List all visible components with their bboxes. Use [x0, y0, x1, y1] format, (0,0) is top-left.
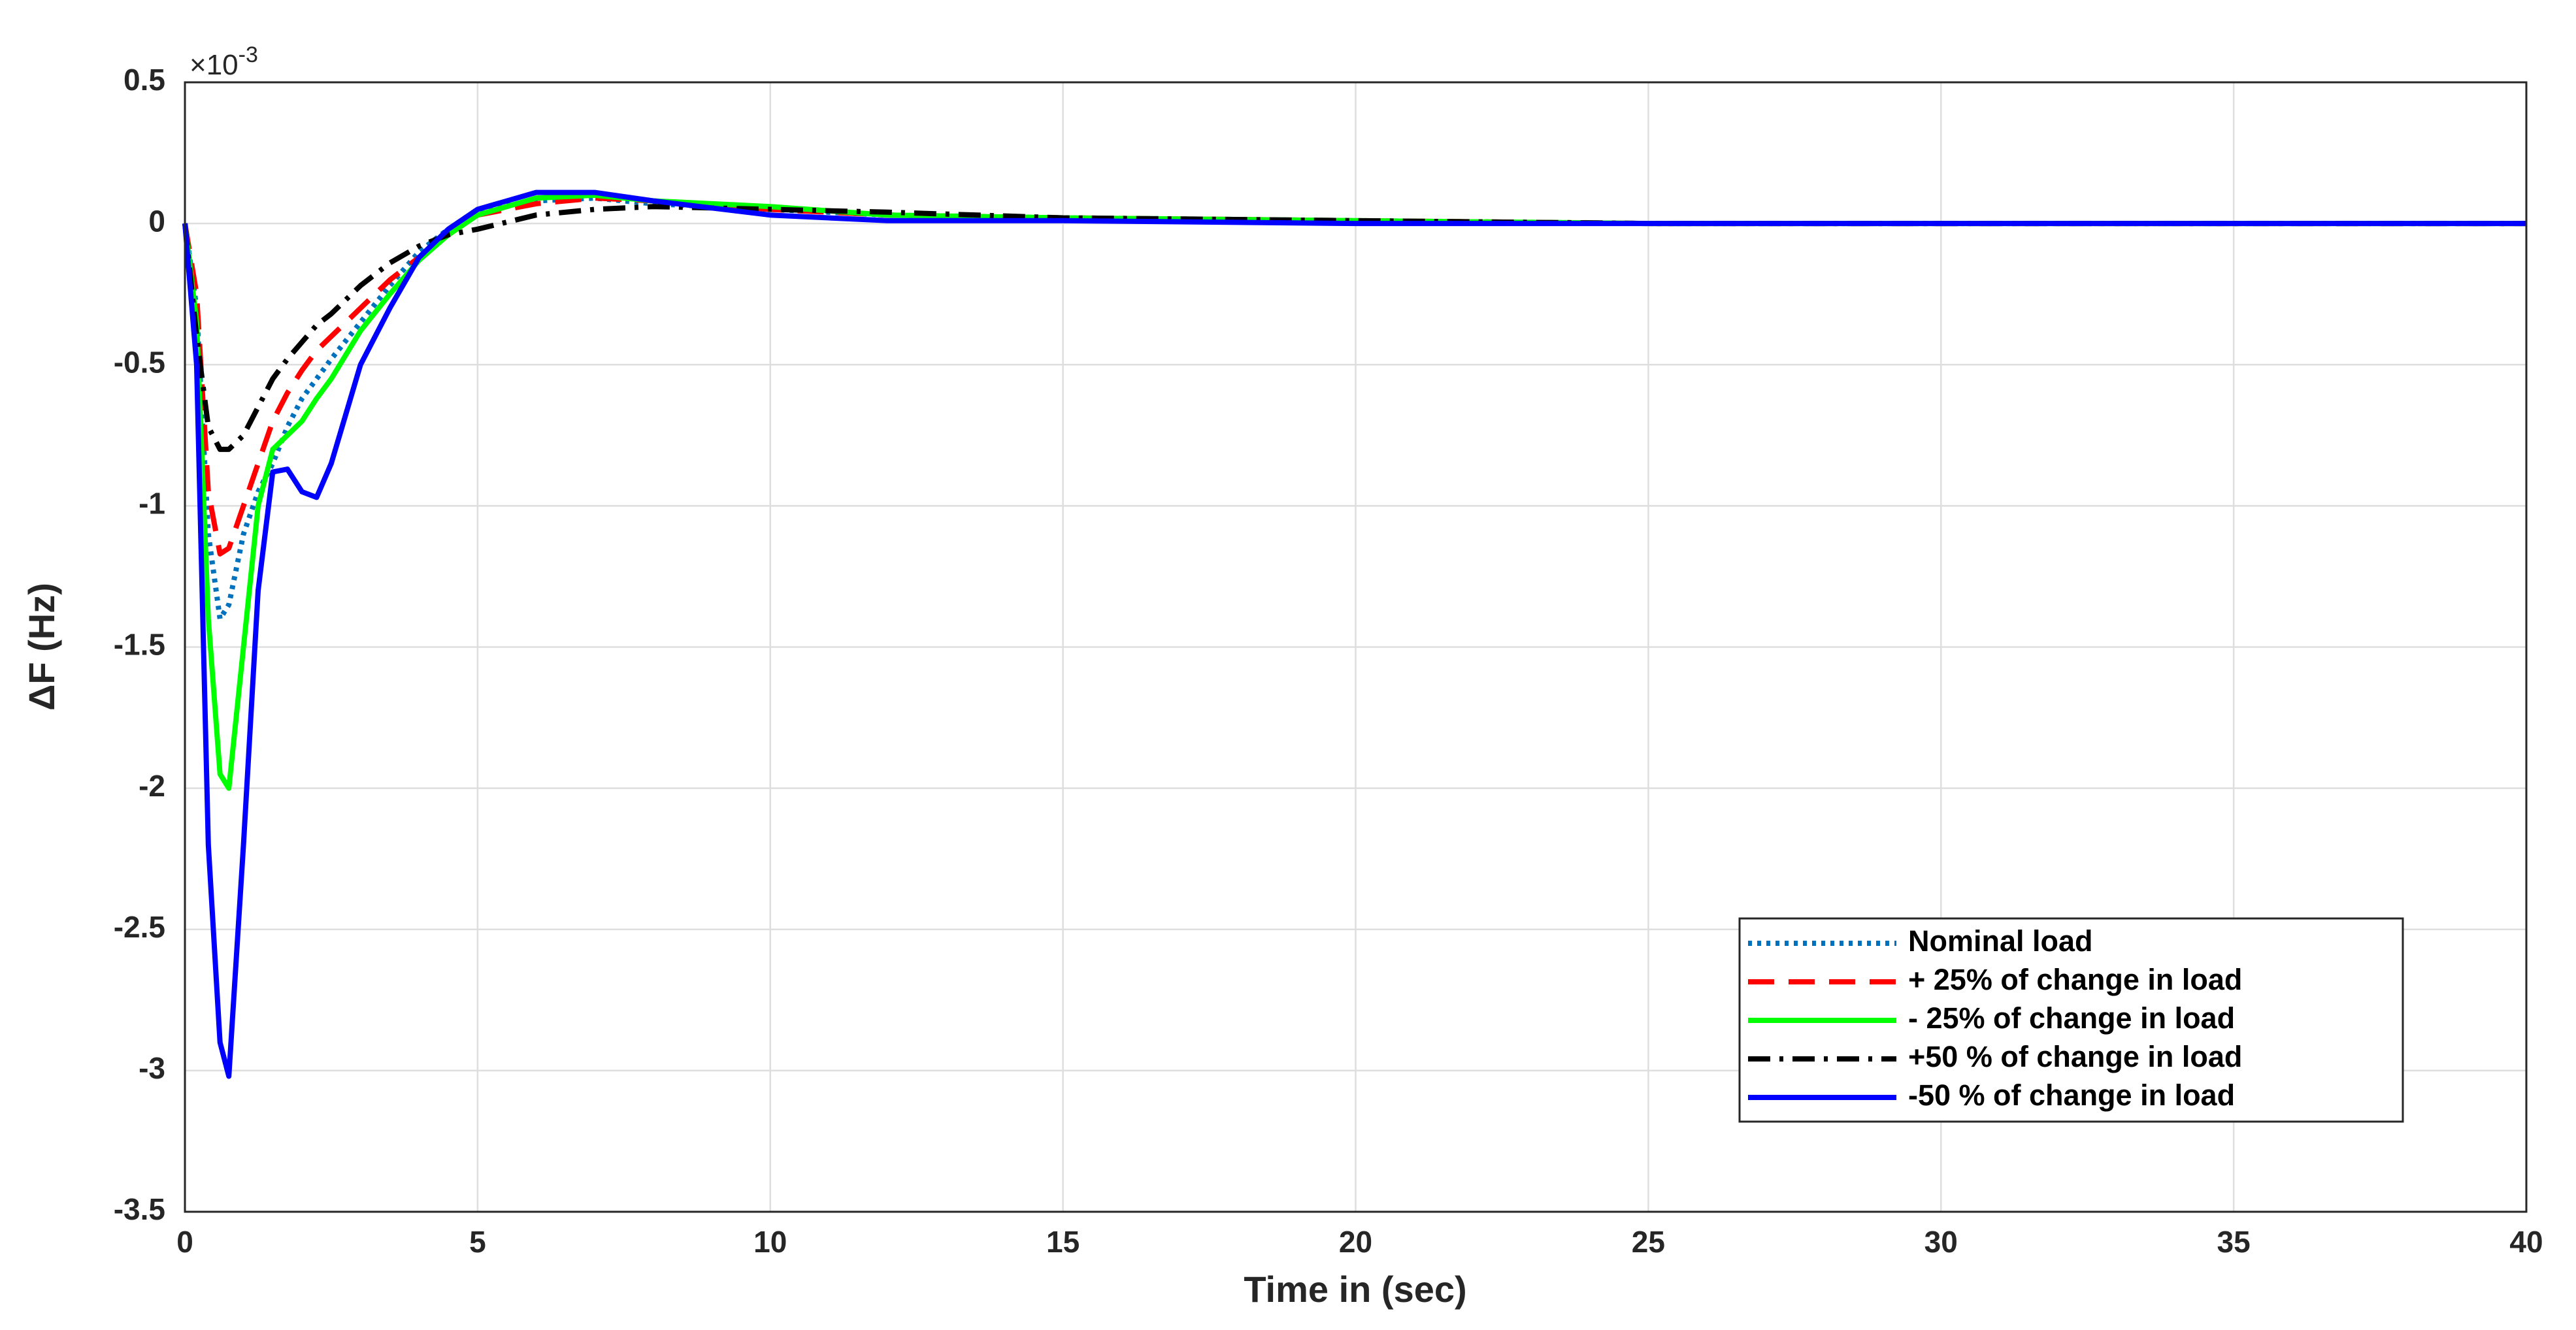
x-tick-label: 5: [469, 1225, 486, 1259]
x-tick-label: 30: [1924, 1225, 1958, 1259]
multiplier-exponent: -3: [239, 42, 258, 67]
x-tick-label: 15: [1046, 1225, 1080, 1259]
legend-label: + 25% of change in load: [1908, 963, 2242, 996]
y-multiplier: ×10-3: [190, 42, 258, 81]
x-axis-title: Time in (sec): [1244, 1269, 1466, 1310]
x-tick-label: 25: [1632, 1225, 1665, 1259]
legend-label: -50 % of change in load: [1908, 1079, 2235, 1112]
x-tick-label: 40: [2509, 1225, 2543, 1259]
y-tick-label: 0: [148, 204, 165, 238]
y-axis-title: ΔF (Hz): [21, 583, 62, 711]
y-tick-label: 0.5: [124, 63, 165, 97]
legend-label: Nominal load: [1908, 924, 2093, 958]
data-line: [182, 204, 2526, 452]
legend: Nominal load + 25% of change in load - 25%…: [1738, 917, 2404, 1123]
multiplier-base: ×10: [190, 49, 239, 81]
y-tick-label: -0.5: [114, 345, 165, 379]
x-tick-label: 20: [1339, 1225, 1372, 1259]
y-tick-label: -1.5: [114, 628, 165, 662]
x-tick-label: 10: [753, 1225, 787, 1259]
plot-frame: [184, 81, 2528, 1213]
y-tick-label: -3: [139, 1051, 165, 1085]
y-tick-label: -1: [139, 487, 165, 521]
data-line: [182, 189, 2526, 1079]
y-tick-label: -2.5: [114, 910, 165, 944]
y-tick-label: -3.5: [114, 1192, 165, 1226]
x-tick-label: 0: [176, 1225, 193, 1259]
legend-label: +50 % of change in load: [1908, 1040, 2242, 1073]
y-tick-label: -2: [139, 769, 165, 803]
x-tick-label: 35: [2217, 1225, 2251, 1259]
legend-label: - 25% of change in load: [1908, 1001, 2235, 1035]
